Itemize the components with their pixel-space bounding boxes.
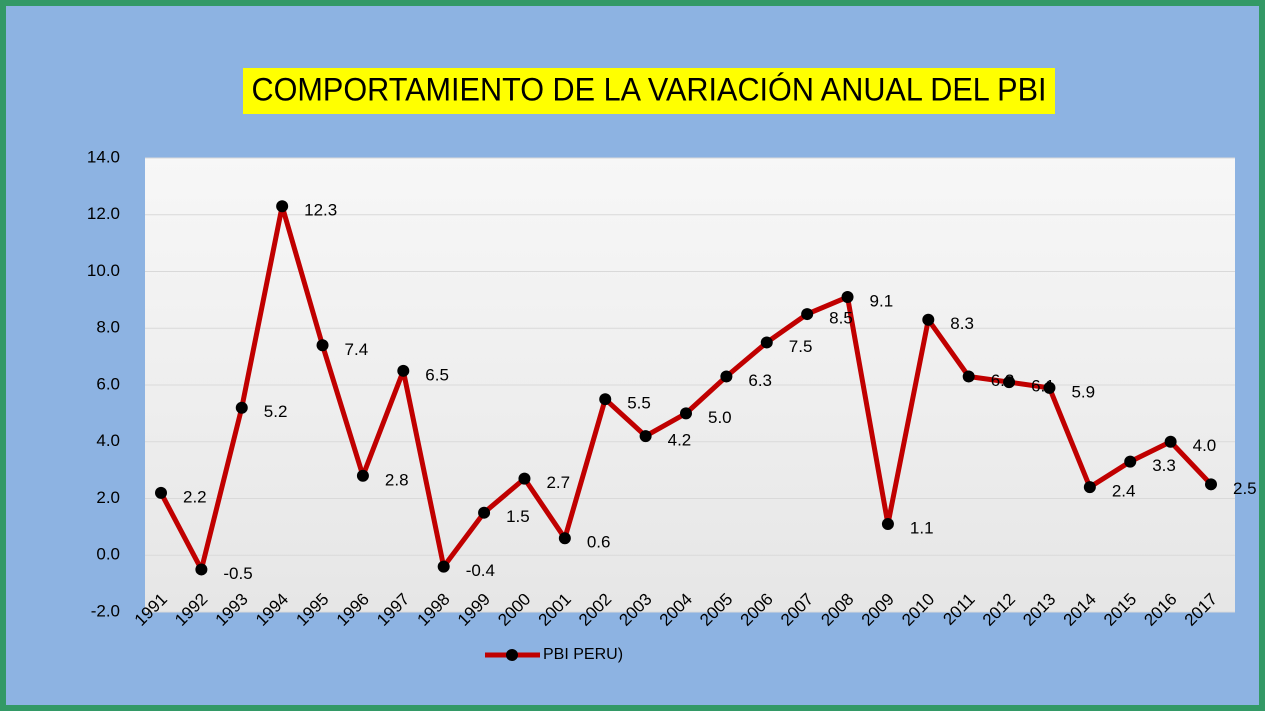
y-tick-label: 6.0: [96, 374, 120, 393]
data-point: [195, 563, 208, 576]
data-label: 1.1: [910, 519, 934, 538]
data-point: [1083, 481, 1096, 494]
data-point: [801, 308, 814, 321]
data-point: [1164, 435, 1177, 448]
data-label: 6.5: [425, 365, 449, 384]
data-label: -0.4: [466, 561, 495, 580]
data-label: 2.5: [1233, 479, 1257, 498]
data-label: 4.0: [1193, 436, 1217, 455]
data-label: 2.4: [1112, 482, 1136, 501]
data-label: 8.3: [950, 314, 974, 333]
y-tick-label: 12.0: [87, 204, 120, 223]
data-point: [760, 336, 773, 349]
data-label: 0.6: [587, 533, 611, 552]
data-point: [922, 313, 935, 326]
data-point: [720, 370, 733, 383]
data-label: 4.2: [668, 431, 692, 450]
data-point: [437, 560, 450, 573]
data-point: [397, 364, 410, 377]
data-point: [881, 518, 894, 531]
data-point: [1124, 455, 1137, 468]
title-highlight: [243, 68, 1055, 114]
data-point: [1205, 478, 1217, 491]
chart-title: COMPORTAMIENTO DE LA VARIACIÓN ANUAL DEL…: [252, 71, 1047, 107]
data-label: 2.8: [385, 470, 409, 489]
data-point: [962, 370, 975, 383]
data-point: [680, 407, 692, 420]
y-tick-label: 4.0: [96, 431, 120, 450]
data-label: 2.2: [183, 487, 207, 506]
legend-marker: [506, 649, 518, 661]
data-point: [478, 506, 491, 519]
data-label: 5.5: [627, 394, 651, 413]
legend-label: PBI PERU): [543, 646, 623, 663]
y-tick-label: 8.0: [96, 318, 120, 337]
y-tick-label: -2.0: [91, 601, 120, 620]
y-tick-label: 0.0: [96, 545, 120, 564]
data-point: [1043, 381, 1056, 394]
y-tick-label: 14.0: [87, 147, 120, 166]
y-tick-label: 2.0: [96, 488, 120, 507]
data-label: 12.3: [304, 201, 337, 220]
data-point: [235, 401, 248, 414]
data-point: [599, 393, 612, 406]
data-point: [518, 472, 531, 485]
data-point: [841, 291, 854, 304]
y-tick-label: 10.0: [87, 261, 120, 280]
data-label: 7.5: [789, 337, 813, 356]
data-label: 9.1: [870, 292, 894, 311]
data-point: [356, 469, 369, 482]
data-point: [639, 430, 652, 443]
data-label: 2.7: [546, 473, 570, 492]
data-label: 3.3: [1152, 456, 1176, 475]
data-label: 5.2: [264, 402, 288, 421]
data-label: -0.5: [223, 564, 252, 583]
data-label: 5.9: [1071, 382, 1095, 401]
data-label: 7.4: [345, 340, 369, 359]
data-point: [558, 532, 571, 545]
data-point: [276, 200, 289, 213]
data-point: [316, 339, 329, 352]
data-label: 5.0: [708, 408, 732, 427]
data-point: [155, 486, 167, 499]
data-point: [1003, 376, 1016, 389]
data-label: 1.5: [506, 507, 530, 526]
data-label: 6.3: [748, 371, 772, 390]
data-label: 8.5: [829, 309, 853, 328]
